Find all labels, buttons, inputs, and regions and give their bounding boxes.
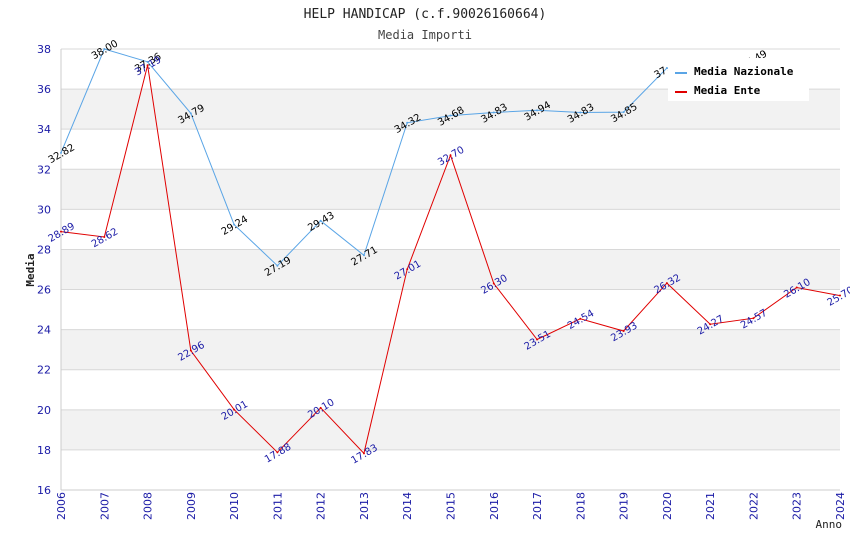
x-axis-label: Anno: [816, 518, 843, 531]
legend: Media Nazionale Media Ente: [668, 58, 809, 101]
x-tick-label: 2017: [531, 492, 544, 520]
data-point: [492, 111, 495, 114]
y-tick-label: 20: [37, 404, 51, 417]
data-point: [536, 338, 539, 341]
x-tick-label: 2010: [228, 492, 241, 520]
plot-background: [60, 48, 840, 491]
data-point: [709, 323, 712, 326]
data-point: [492, 282, 495, 285]
data-point: [665, 282, 668, 285]
x-tick-label: 2018: [574, 492, 587, 520]
y-tick-label: 32: [37, 163, 51, 176]
data-point: [319, 219, 322, 222]
y-tick-label: 38: [37, 43, 51, 56]
chart-subtitle: Media Importi: [378, 28, 472, 42]
legend-label-media-nazionale: Media Nazionale: [694, 65, 794, 78]
data-point: [60, 151, 62, 154]
x-tick-label: 2007: [98, 492, 111, 520]
y-tick-label: 18: [37, 444, 51, 457]
data-point: [103, 236, 106, 239]
data-point: [189, 112, 192, 115]
x-tick-label: 2008: [142, 492, 155, 520]
data-point: [276, 451, 279, 454]
x-tick-label: 2011: [271, 492, 284, 520]
x-tick-label: 2024: [834, 492, 847, 520]
x-tick-label: 2019: [618, 492, 631, 520]
data-point: [233, 408, 236, 411]
legend-box: [668, 58, 809, 101]
x-tick-label: 2009: [185, 492, 198, 520]
x-tick-label: 2006: [55, 492, 68, 520]
chart-title: HELP HANDICAP (c.f.90026160664): [304, 7, 547, 22]
data-point: [146, 60, 149, 63]
data-point: [579, 111, 582, 114]
data-point: [579, 317, 582, 320]
grid-band: [61, 169, 840, 210]
y-tick-label: 36: [37, 83, 51, 96]
data-point: [362, 254, 365, 257]
x-tick-label: 2013: [358, 492, 371, 520]
data-point: [319, 406, 322, 409]
x-tick-label: 2016: [488, 492, 501, 520]
data-point: [406, 268, 409, 271]
x-tick-label: 2014: [401, 492, 414, 520]
grid-band: [61, 329, 840, 370]
data-point: [449, 154, 452, 157]
x-tick-label: 2012: [315, 492, 328, 520]
y-tick-label: 30: [37, 203, 51, 216]
y-tick-label: 26: [37, 284, 51, 297]
grid-band: [61, 249, 840, 290]
y-tick-label: 34: [37, 123, 51, 136]
x-axis-ticks: 2006 2007 2008 2009 2010 2011 2012 2013 2014 2015…: [55, 492, 847, 520]
x-tick-label: 2021: [704, 492, 717, 520]
x-tick-label: 2023: [791, 492, 804, 520]
data-point: [795, 286, 798, 289]
data-point: [839, 294, 841, 297]
y-tick-label: 22: [37, 364, 51, 377]
grid-band: [61, 409, 840, 450]
y-tick-label: 24: [37, 324, 51, 337]
data-point: [622, 330, 625, 333]
data-point: [752, 317, 755, 320]
y-tick-label: 16: [37, 484, 51, 497]
data-point: [276, 264, 279, 267]
x-tick-label: 2022: [747, 492, 760, 520]
data-point: [665, 67, 668, 70]
y-axis-label: Media: [24, 253, 37, 286]
data-point: [189, 349, 192, 352]
data-point: [449, 114, 452, 117]
data-point: [406, 121, 409, 124]
x-tick-label: 2015: [445, 492, 458, 520]
legend-label-media-ente: Media Ente: [694, 84, 761, 97]
data-point: [536, 109, 539, 112]
data-point: [362, 452, 365, 455]
data-point: [146, 64, 149, 67]
y-axis-ticks: 16 18 20 22 24 26 28 30 32 34 36 38: [37, 43, 51, 497]
y-tick-label: 28: [37, 243, 51, 256]
data-point: [233, 223, 236, 226]
data-point: [60, 230, 62, 233]
data-point: [622, 111, 625, 114]
data-point: [103, 48, 106, 50]
x-tick-label: 2020: [661, 492, 674, 520]
